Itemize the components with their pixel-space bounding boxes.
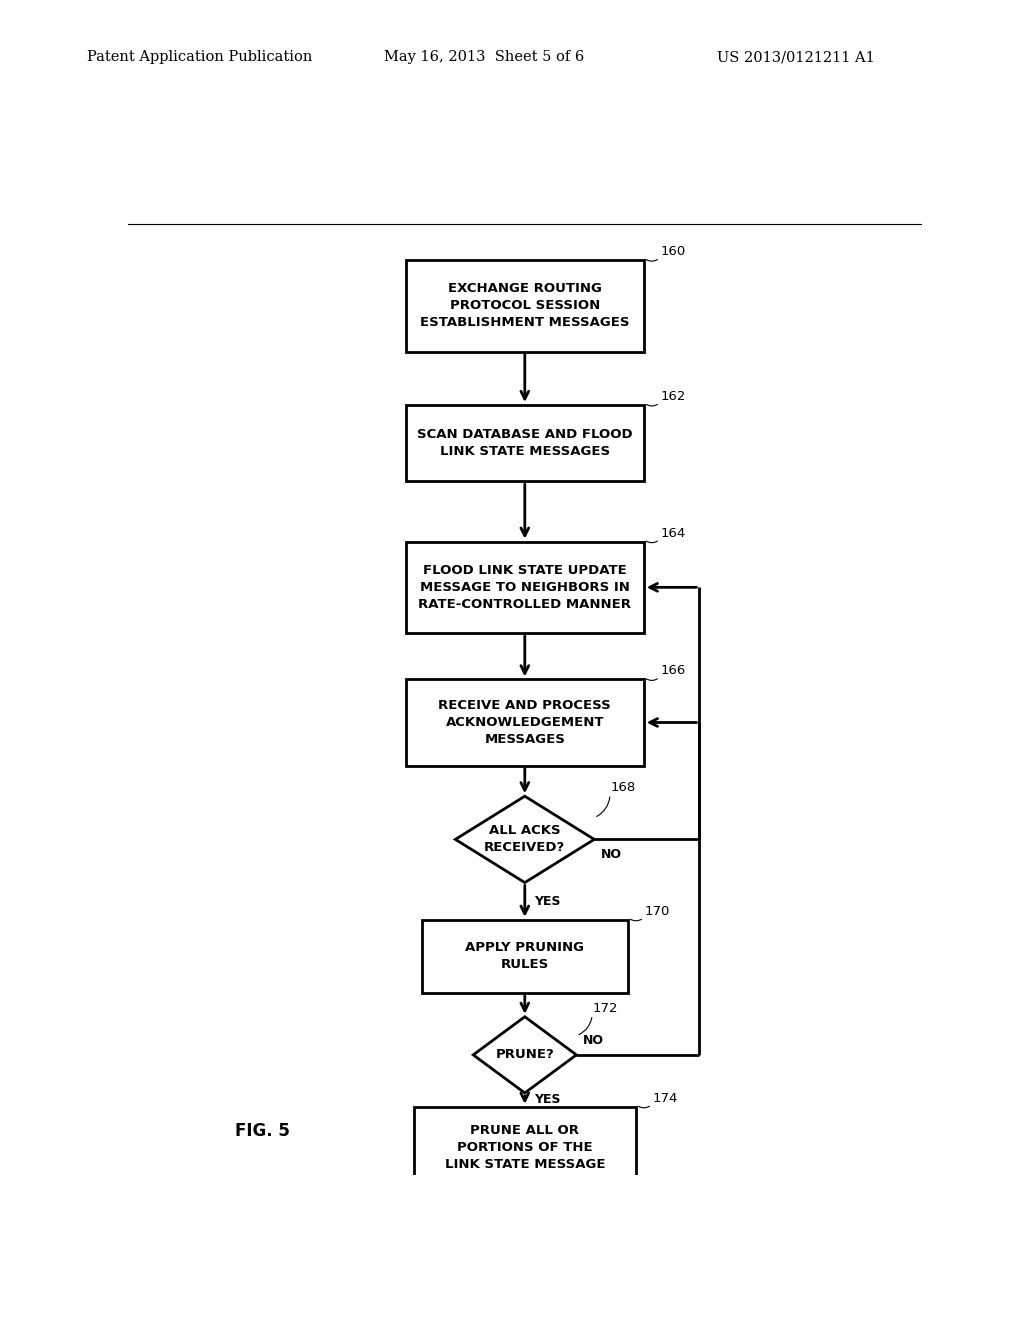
FancyBboxPatch shape	[414, 1106, 636, 1188]
Text: 174: 174	[652, 1092, 678, 1105]
Text: 162: 162	[660, 389, 686, 403]
Text: EXCHANGE ROUTING
PROTOCOL SESSION
ESTABLISHMENT MESSAGES: EXCHANGE ROUTING PROTOCOL SESSION ESTABL…	[420, 282, 630, 329]
Text: 168: 168	[611, 781, 636, 795]
Text: May 16, 2013  Sheet 5 of 6: May 16, 2013 Sheet 5 of 6	[384, 50, 585, 65]
Polygon shape	[456, 796, 594, 883]
Text: YES: YES	[535, 895, 561, 908]
Text: 166: 166	[660, 664, 686, 677]
Text: SCAN DATABASE AND FLOOD
LINK STATE MESSAGES: SCAN DATABASE AND FLOOD LINK STATE MESSA…	[417, 428, 633, 458]
Text: APPLY PRUNING
RULES: APPLY PRUNING RULES	[465, 941, 585, 972]
Text: Patent Application Publication: Patent Application Publication	[87, 50, 312, 65]
FancyBboxPatch shape	[422, 920, 628, 993]
FancyBboxPatch shape	[406, 541, 644, 634]
FancyBboxPatch shape	[406, 260, 644, 351]
Text: 172: 172	[593, 1002, 618, 1015]
Text: 170: 170	[645, 904, 670, 917]
Text: ALL ACKS
RECEIVED?: ALL ACKS RECEIVED?	[484, 825, 565, 854]
FancyBboxPatch shape	[406, 405, 644, 480]
FancyBboxPatch shape	[406, 680, 644, 766]
Text: RECEIVE AND PROCESS
ACKNOWLEDGEMENT
MESSAGES: RECEIVE AND PROCESS ACKNOWLEDGEMENT MESS…	[438, 700, 611, 746]
Text: NO: NO	[583, 1034, 604, 1047]
Text: PRUNE?: PRUNE?	[496, 1048, 554, 1061]
Text: 164: 164	[660, 527, 686, 540]
Text: PRUNE ALL OR
PORTIONS OF THE
LINK STATE MESSAGE: PRUNE ALL OR PORTIONS OF THE LINK STATE …	[444, 1123, 605, 1171]
Text: NO: NO	[601, 847, 622, 861]
Text: 160: 160	[660, 246, 686, 257]
Text: YES: YES	[535, 1093, 561, 1106]
Text: US 2013/0121211 A1: US 2013/0121211 A1	[717, 50, 874, 65]
Polygon shape	[473, 1016, 577, 1093]
Text: FIG. 5: FIG. 5	[236, 1122, 291, 1140]
Text: FLOOD LINK STATE UPDATE
MESSAGE TO NEIGHBORS IN
RATE-CONTROLLED MANNER: FLOOD LINK STATE UPDATE MESSAGE TO NEIGH…	[418, 564, 632, 611]
